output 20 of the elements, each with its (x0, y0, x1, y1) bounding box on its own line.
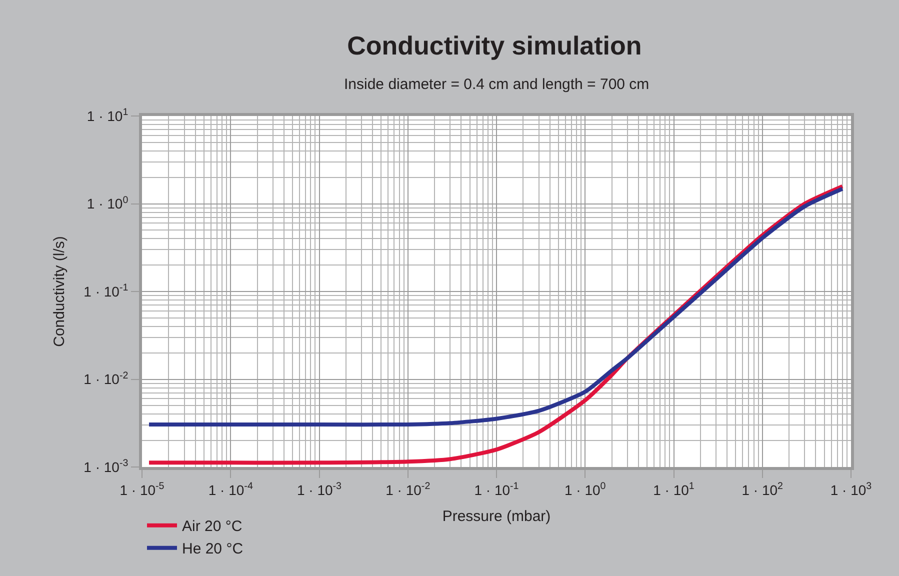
x-axis-title: Pressure (mbar) (442, 508, 551, 525)
x-tick-label: 1 · 10$^{-3}$ (296, 480, 342, 498)
x-tick-label: 1 · 10$^{2}$ (742, 480, 784, 498)
y-tick-label: 1 · 10$^{-3}$ (84, 458, 129, 475)
x-tick-label: 1 · 10$^{-1}$ (474, 480, 519, 498)
chart-subtitle: Inside diameter = 0.4 cm and length = 700 cm (344, 76, 650, 93)
x-tick-label: 1 · 10$^{-5}$ (120, 480, 165, 498)
x-tick-label: 1 · 10$^{-2}$ (386, 480, 430, 498)
x-tick-label: 1 · 10$^{1}$ (653, 480, 694, 498)
legend-label: Air 20 °C (182, 518, 242, 536)
y-axis-title: Conductivity (l/s) (50, 236, 68, 347)
chart-title: Conductivity simulation (347, 30, 642, 61)
y-tick-label: 1 · 10$^{-1}$ (84, 282, 128, 300)
y-tick-label: 1 · 10$^{1}$ (86, 107, 128, 124)
x-tick-label: 1 · 10$^{3}$ (830, 480, 872, 498)
y-tick-label: 1 · 10$^{0}$ (86, 194, 129, 212)
y-tick-label: 1 · 10$^{-2}$ (84, 370, 128, 388)
x-tick-label: 1 · 10$^{-4}$ (208, 480, 254, 498)
legend-label: He 20 °C (182, 540, 244, 558)
x-tick-label: 1 · 10$^{0}$ (564, 480, 606, 498)
